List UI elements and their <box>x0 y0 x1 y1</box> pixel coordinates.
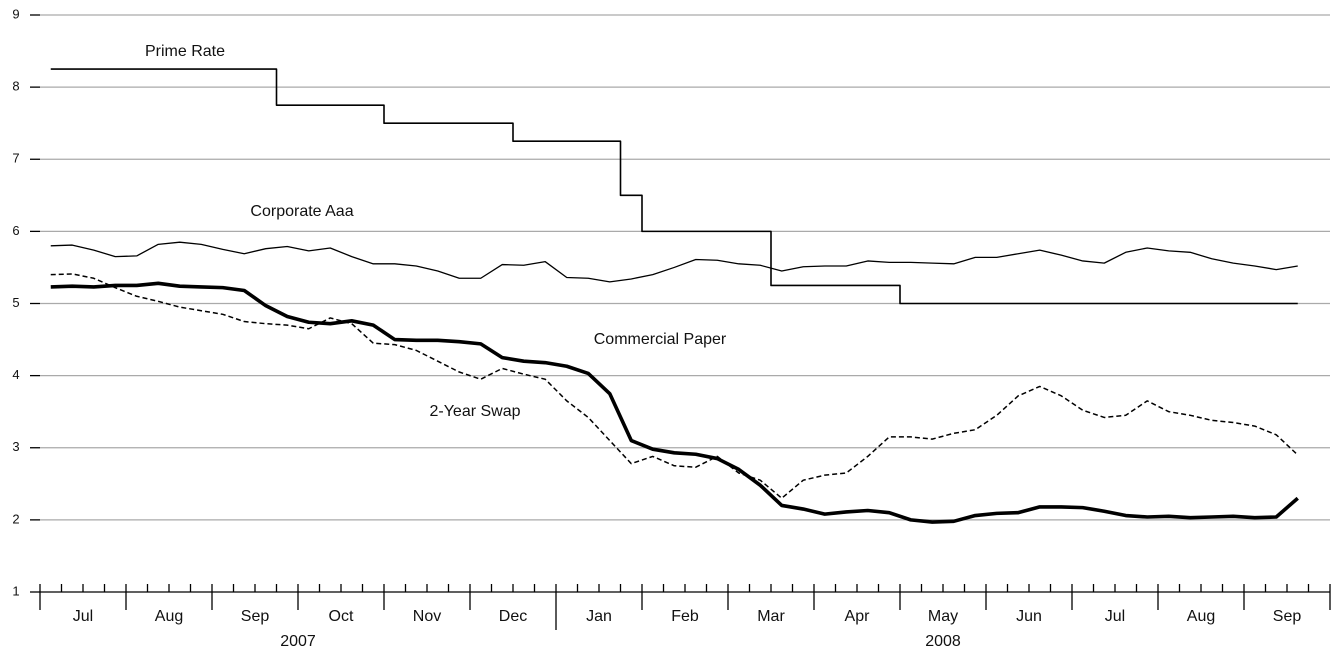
x-year-label: 2007 <box>280 633 316 650</box>
y-tick-label: 7 <box>12 151 19 166</box>
y-tick-label: 4 <box>12 367 19 382</box>
x-tick-label: Jan <box>586 608 612 625</box>
x-tick-label: Feb <box>671 608 699 625</box>
y-tick-label: 9 <box>12 6 19 21</box>
series-line <box>50 273 1299 499</box>
x-tick-label: Sep <box>241 608 270 625</box>
x-tick-label: Apr <box>845 608 871 625</box>
x-tick-label: Oct <box>329 608 354 625</box>
y-tick-label: 3 <box>12 439 19 454</box>
y-tick-label: 2 <box>12 511 19 526</box>
x-tick-label: Jun <box>1016 608 1042 625</box>
y-tick-label: 1 <box>12 583 19 598</box>
series-label: Prime Rate <box>145 43 225 60</box>
series-label: 2-Year Swap <box>429 403 520 420</box>
x-tick-label: Aug <box>1187 608 1215 625</box>
y-tick-label: 8 <box>12 79 19 94</box>
x-tick-label: Dec <box>499 608 527 625</box>
series-label: Commercial Paper <box>594 331 727 348</box>
series-line <box>50 68 1298 305</box>
series-label: Corporate Aaa <box>250 203 353 220</box>
x-tick-label: Aug <box>155 608 183 625</box>
x-tick-label: Nov <box>413 608 441 625</box>
x-tick-label: Jul <box>73 608 93 625</box>
x-tick-label: May <box>928 608 958 625</box>
y-tick-label: 6 <box>12 223 19 238</box>
series-line <box>50 241 1298 283</box>
series-line <box>50 281 1299 524</box>
y-tick-label: 5 <box>12 295 19 310</box>
x-tick-label: Jul <box>1105 608 1125 625</box>
x-tick-label: Sep <box>1273 608 1302 625</box>
x-tick-label: Mar <box>757 608 785 625</box>
x-year-label: 2008 <box>925 633 961 650</box>
